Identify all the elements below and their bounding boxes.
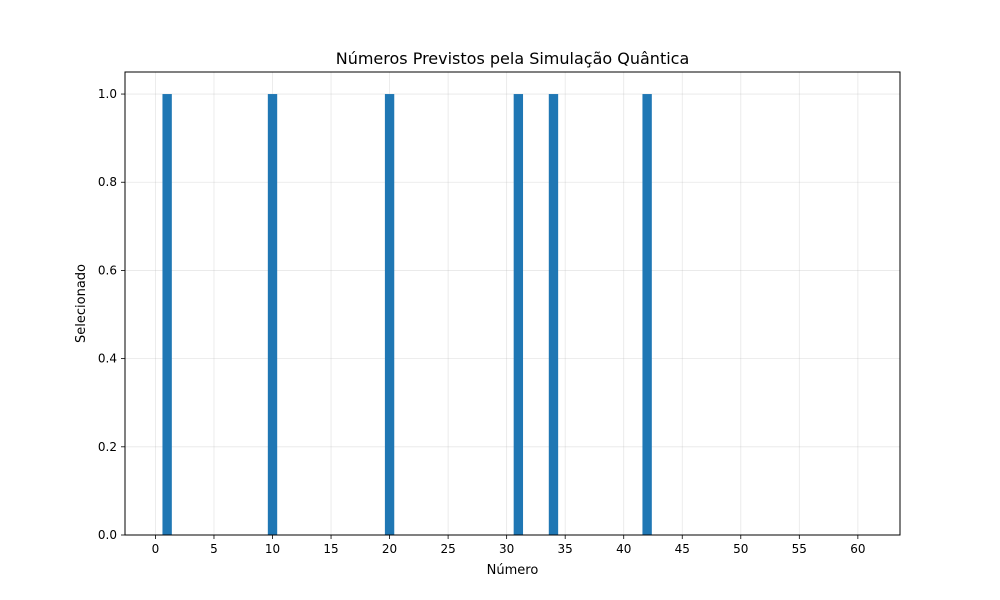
x-tick-label: 0 (152, 542, 160, 556)
x-tick-label: 45 (675, 542, 690, 556)
x-tick-label: 50 (733, 542, 748, 556)
x-tick-label: 10 (265, 542, 280, 556)
bar-10 (267, 94, 278, 536)
x-tick-label: 25 (440, 542, 455, 556)
plot-area-frame (124, 71, 901, 536)
x-tick-label: 30 (499, 542, 514, 556)
bar-20 (384, 94, 395, 536)
y-tick-label: 0.2 (98, 440, 117, 454)
bar-34 (548, 94, 559, 536)
y-tick-label: 1.0 (98, 87, 117, 101)
x-tick-label: 35 (558, 542, 573, 556)
bars (162, 94, 652, 536)
y-axis-label: Selecionado (74, 264, 89, 343)
bar-42 (642, 94, 652, 536)
x-tick-label: 40 (616, 542, 631, 556)
x-tick-label: 20 (382, 542, 397, 556)
x-tick-label: 5 (210, 542, 218, 556)
x-tick-label: 60 (850, 542, 865, 556)
y-tick-label: 0.4 (98, 352, 117, 366)
bar-1 (162, 94, 172, 536)
x-axis-label: Número (487, 563, 539, 578)
x-tick-label: 15 (323, 542, 338, 556)
chart-title: Números Previstos pela Simulação Quântic… (336, 49, 690, 68)
y-tick-label: 0.6 (98, 263, 117, 277)
x-tick-label: 55 (792, 542, 807, 556)
x-axis-ticks: 0 5 10 15 20 25 30 35 40 45 50 55 60 (152, 535, 865, 556)
y-tick-label: 0.8 (98, 175, 117, 189)
y-tick-label: 0.0 (98, 528, 117, 542)
bar-31 (513, 94, 524, 536)
y-axis-ticks: 0.0 0.2 0.4 0.6 0.8 1.0 (98, 87, 125, 542)
